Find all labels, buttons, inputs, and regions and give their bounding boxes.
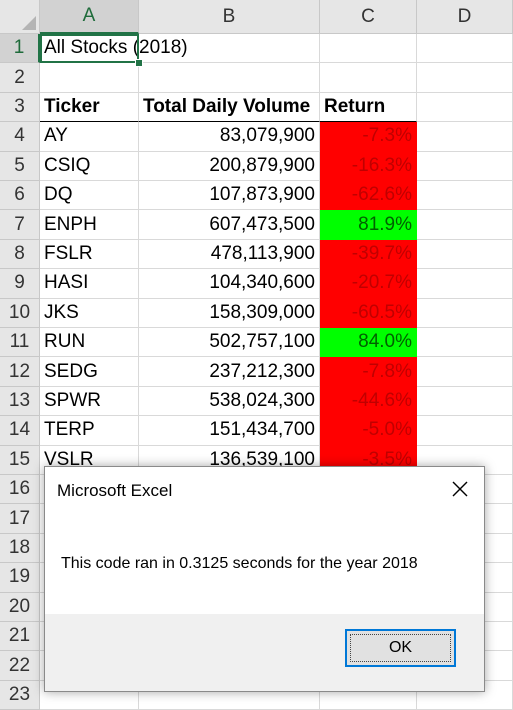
- volume-cell[interactable]: 538,024,300: [139, 386, 320, 417]
- cell[interactable]: [417, 269, 513, 299]
- return-cell[interactable]: -44.6%: [320, 386, 417, 417]
- cell[interactable]: [417, 63, 513, 93]
- cell[interactable]: [417, 181, 513, 211]
- cell[interactable]: [417, 92, 513, 123]
- cell[interactable]: [320, 34, 417, 64]
- return-cell[interactable]: -5.0%: [320, 416, 417, 446]
- row-header-14[interactable]: 14: [0, 416, 40, 446]
- ticker-cell[interactable]: SPWR: [40, 386, 139, 417]
- column-header-b[interactable]: B: [139, 0, 320, 34]
- ok-button-label: OK: [388, 639, 413, 656]
- dialog-message: This code ran in 0.3125 seconds for the …: [61, 555, 418, 572]
- row-header-6[interactable]: 6: [0, 181, 40, 211]
- row-header-20[interactable]: 20: [0, 592, 40, 622]
- close-icon: [452, 481, 468, 497]
- header-return[interactable]: Return: [320, 92, 417, 123]
- cell[interactable]: [417, 34, 513, 64]
- volume-cell[interactable]: 158,309,000: [139, 298, 320, 328]
- ticker-cell[interactable]: AY: [40, 122, 139, 152]
- return-cell[interactable]: -62.6%: [320, 181, 417, 211]
- volume-cell[interactable]: 200,879,900: [139, 151, 320, 181]
- cell[interactable]: [417, 357, 513, 387]
- row-header-8[interactable]: 8: [0, 239, 40, 270]
- row-header-17[interactable]: 17: [0, 504, 40, 534]
- row-header-10[interactable]: 10: [0, 298, 40, 328]
- select-all-button[interactable]: [0, 0, 40, 34]
- row-header-9[interactable]: 9: [0, 269, 40, 299]
- header-total-daily-volume[interactable]: Total Daily Volume: [139, 92, 320, 123]
- cell[interactable]: [417, 386, 513, 417]
- volume-cell[interactable]: 104,340,600: [139, 269, 320, 299]
- cell[interactable]: [417, 210, 513, 240]
- dialog-title: Microsoft Excel: [57, 481, 173, 500]
- ok-button[interactable]: OK: [345, 629, 456, 667]
- cell[interactable]: [417, 416, 513, 446]
- close-button[interactable]: [446, 475, 474, 503]
- return-cell[interactable]: 84.0%: [320, 328, 417, 358]
- return-cell[interactable]: -60.5%: [320, 298, 417, 328]
- cell[interactable]: [417, 328, 513, 358]
- volume-cell[interactable]: 107,873,900: [139, 181, 320, 211]
- ticker-cell[interactable]: ENPH: [40, 210, 139, 240]
- row-header-18[interactable]: 18: [0, 533, 40, 564]
- row-header-11[interactable]: 11: [0, 328, 40, 358]
- ticker-cell[interactable]: FSLR: [40, 239, 139, 270]
- row-header-4[interactable]: 4: [0, 122, 40, 152]
- ticker-cell[interactable]: DQ: [40, 181, 139, 211]
- cell[interactable]: [417, 239, 513, 270]
- row-header-3[interactable]: 3: [0, 92, 40, 123]
- volume-cell[interactable]: 502,757,100: [139, 328, 320, 358]
- fill-handle[interactable]: [135, 59, 143, 68]
- row-header-23[interactable]: 23: [0, 680, 40, 710]
- row-header-1[interactable]: 1: [0, 34, 40, 64]
- volume-cell[interactable]: 151,434,700: [139, 416, 320, 446]
- cell[interactable]: [417, 122, 513, 152]
- volume-cell[interactable]: 237,212,300: [139, 357, 320, 387]
- ticker-cell[interactable]: CSIQ: [40, 151, 139, 181]
- cell[interactable]: [40, 63, 139, 93]
- return-cell[interactable]: -7.8%: [320, 357, 417, 387]
- row-header-7[interactable]: 7: [0, 210, 40, 240]
- dialog-footer: OK: [45, 614, 484, 691]
- return-cell[interactable]: 81.9%: [320, 210, 417, 240]
- ticker-cell[interactable]: TERP: [40, 416, 139, 446]
- row-header-16[interactable]: 16: [0, 475, 40, 505]
- ok-focus-rect: [350, 634, 451, 662]
- row-header-15[interactable]: 15: [0, 445, 40, 475]
- ticker-cell[interactable]: HASI: [40, 269, 139, 299]
- return-cell[interactable]: -7.3%: [320, 122, 417, 152]
- column-header-a[interactable]: A: [40, 0, 139, 34]
- return-cell[interactable]: -20.7%: [320, 269, 417, 299]
- cell[interactable]: [139, 63, 320, 93]
- cell[interactable]: [139, 34, 320, 64]
- cell-a1-title[interactable]: All Stocks (2018): [40, 34, 188, 64]
- row-header-19[interactable]: 19: [0, 563, 40, 593]
- return-cell[interactable]: -39.7%: [320, 239, 417, 270]
- header-ticker[interactable]: Ticker: [40, 92, 139, 123]
- row-header-21[interactable]: 21: [0, 622, 40, 652]
- volume-cell[interactable]: 83,079,900: [139, 122, 320, 152]
- ticker-cell[interactable]: JKS: [40, 298, 139, 328]
- cell[interactable]: [320, 63, 417, 93]
- row-header-2[interactable]: 2: [0, 63, 40, 93]
- cell[interactable]: [417, 298, 513, 328]
- volume-cell[interactable]: 607,473,500: [139, 210, 320, 240]
- row-header-22[interactable]: 22: [0, 651, 40, 681]
- row-header-5[interactable]: 5: [0, 151, 40, 181]
- row-header-13[interactable]: 13: [0, 386, 40, 417]
- ticker-cell[interactable]: RUN: [40, 328, 139, 358]
- return-cell[interactable]: -16.3%: [320, 151, 417, 181]
- ticker-cell[interactable]: SEDG: [40, 357, 139, 387]
- column-header-d[interactable]: D: [417, 0, 513, 34]
- message-box-dialog: Microsoft Excel This code ran in 0.3125 …: [44, 466, 485, 692]
- row-header-12[interactable]: 12: [0, 357, 40, 387]
- column-header-c[interactable]: C: [320, 0, 417, 34]
- volume-cell[interactable]: 478,113,900: [139, 239, 320, 270]
- select-all-triangle-icon: [22, 16, 36, 30]
- cell[interactable]: [417, 151, 513, 181]
